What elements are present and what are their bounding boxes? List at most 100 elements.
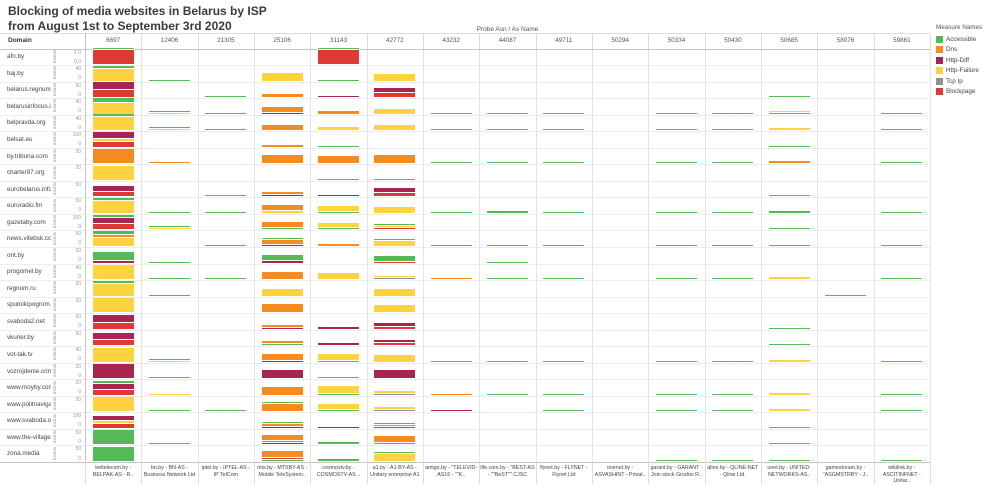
- measure-bar-stack[interactable]: [92, 97, 134, 114]
- domain-label[interactable]: vkurier.by: [7, 334, 34, 342]
- measure-bar-stack[interactable]: [768, 443, 810, 445]
- bar-segment-accessible[interactable]: [712, 360, 754, 362]
- measure-bar-stack[interactable]: [318, 96, 359, 98]
- measure-bar-stack[interactable]: [374, 73, 416, 81]
- bar-segment-accessible[interactable]: [92, 230, 134, 234]
- measure-bar-stack[interactable]: [92, 447, 134, 461]
- measure-bar-stack[interactable]: [92, 230, 134, 246]
- bar-segment-accessible[interactable]: [543, 410, 585, 412]
- bar-segment-accessible[interactable]: [712, 211, 754, 213]
- bar-segment-accessible[interactable]: [712, 460, 754, 461]
- measure-bar-stack[interactable]: [92, 415, 134, 428]
- bar-segment-accessible[interactable]: [768, 210, 810, 213]
- bar-segment-accessible[interactable]: [318, 145, 359, 147]
- bar-segment-accessible[interactable]: [656, 244, 697, 246]
- bar-segment-http-failure[interactable]: [318, 127, 359, 131]
- bar-segment-accessible[interactable]: [712, 393, 754, 395]
- measure-bar-stack[interactable]: [261, 144, 303, 147]
- bar-segment-accessible[interactable]: [881, 211, 923, 213]
- measure-bar-stack[interactable]: [430, 410, 472, 412]
- asn-column-header[interactable]: 25106: [273, 37, 291, 44]
- bar-segment-accessible[interactable]: [543, 393, 585, 395]
- measure-bar-stack[interactable]: [543, 244, 585, 246]
- measure-bar-stack[interactable]: [205, 112, 247, 114]
- measure-bar-stack[interactable]: [881, 129, 923, 131]
- bar-segment-http-failure[interactable]: [374, 288, 416, 296]
- measure-bar-stack[interactable]: [261, 304, 303, 313]
- measure-bar-stack[interactable]: [881, 112, 923, 114]
- bar-segment-accessible[interactable]: [149, 377, 190, 379]
- measure-bar-stack[interactable]: [92, 265, 134, 280]
- bar-segment-accessible[interactable]: [768, 327, 810, 329]
- bar-segment-http-diff[interactable]: [430, 410, 472, 412]
- measure-bar-stack[interactable]: [92, 114, 134, 131]
- bar-segment-http-failure[interactable]: [92, 116, 134, 131]
- measure-bar-stack[interactable]: [318, 223, 359, 230]
- bar-segment-accessible[interactable]: [543, 360, 585, 362]
- bar-segment-accessible[interactable]: [881, 162, 923, 164]
- measure-bar-stack[interactable]: [487, 210, 528, 213]
- bar-segment-http-failure[interactable]: [374, 276, 416, 278]
- bar-segment-http-diff[interactable]: [92, 217, 134, 224]
- isp-label[interactable]: onenet.by - ASVASHINT - Privat..: [594, 465, 646, 478]
- bar-segment-accessible[interactable]: [768, 96, 810, 98]
- bar-segment-accessible[interactable]: [261, 459, 303, 461]
- bar-segment-accessible[interactable]: [149, 443, 190, 445]
- measure-bar-stack[interactable]: [318, 377, 359, 379]
- measure-bar-stack[interactable]: [543, 278, 585, 280]
- bar-segment-http-diff[interactable]: [261, 370, 303, 379]
- measure-bar-stack[interactable]: [374, 322, 416, 329]
- measure-bar-stack[interactable]: [318, 343, 359, 346]
- asn-column-header[interactable]: 50334: [667, 37, 686, 44]
- measure-bar-stack[interactable]: [92, 48, 134, 65]
- domain-label[interactable]: afn.by: [7, 53, 25, 61]
- bar-segment-accessible[interactable]: [149, 127, 190, 129]
- measure-bar-stack[interactable]: [656, 278, 697, 280]
- bar-segment-accessible[interactable]: [318, 359, 359, 362]
- measure-bar-stack[interactable]: [318, 205, 359, 213]
- measure-bar-stack[interactable]: [318, 156, 359, 164]
- measure-bar-stack[interactable]: [92, 149, 134, 164]
- bar-segment-accessible[interactable]: [92, 251, 134, 260]
- measure-bar-stack[interactable]: [656, 211, 697, 213]
- measure-bar-stack[interactable]: [261, 192, 303, 197]
- measure-bar-stack[interactable]: [656, 112, 697, 114]
- bar-segment-accessible[interactable]: [149, 110, 190, 112]
- measure-bar-stack[interactable]: [261, 125, 303, 131]
- bar-segment-http-failure[interactable]: [374, 225, 416, 228]
- bar-segment-blockpage[interactable]: [374, 325, 416, 329]
- measure-bar-stack[interactable]: [318, 459, 359, 461]
- bar-segment-http-diff[interactable]: [374, 322, 416, 326]
- bar-segment-accessible[interactable]: [656, 278, 697, 280]
- bar-segment-accessible[interactable]: [205, 410, 247, 412]
- bar-segment-http-failure[interactable]: [149, 128, 190, 131]
- bar-segment-http-diff[interactable]: [92, 415, 134, 420]
- bar-segment-blockpage[interactable]: [92, 422, 134, 428]
- measure-bar-stack[interactable]: [92, 314, 134, 329]
- asn-column-header[interactable]: 42772: [386, 37, 404, 44]
- measure-bar-stack[interactable]: [487, 261, 528, 263]
- bar-segment-blockpage[interactable]: [92, 339, 134, 346]
- bar-segment-http-failure[interactable]: [318, 385, 359, 393]
- domain-label[interactable]: belarus.regnum.ru: [7, 86, 51, 94]
- bar-segment-http-diff[interactable]: [92, 82, 134, 90]
- bar-segment-blockpage[interactable]: [374, 425, 416, 428]
- bar-segment-accessible[interactable]: [318, 442, 359, 445]
- bar-segment-accessible[interactable]: [712, 410, 754, 412]
- bar-segment-tcp-ip[interactable]: [374, 392, 416, 395]
- bar-segment-dns[interactable]: [261, 94, 303, 98]
- measure-bar-stack[interactable]: [768, 392, 810, 395]
- bar-segment-accessible[interactable]: [205, 129, 247, 131]
- measure-bar-stack[interactable]: [712, 460, 754, 461]
- bar-segment-http-diff[interactable]: [92, 186, 134, 192]
- measure-bar-stack[interactable]: [205, 129, 247, 131]
- measure-bar-stack[interactable]: [92, 82, 134, 98]
- bar-segment-blockpage[interactable]: [318, 49, 359, 65]
- measure-bar-stack[interactable]: [92, 380, 134, 395]
- measure-bar-stack[interactable]: [430, 162, 472, 164]
- domain-label[interactable]: www.svaboda.org: [7, 417, 51, 425]
- bar-segment-http-failure[interactable]: [92, 137, 134, 141]
- bar-segment-accessible[interactable]: [318, 178, 359, 180]
- measure-bar-stack[interactable]: [768, 161, 810, 164]
- bar-segment-http-diff[interactable]: [92, 364, 134, 379]
